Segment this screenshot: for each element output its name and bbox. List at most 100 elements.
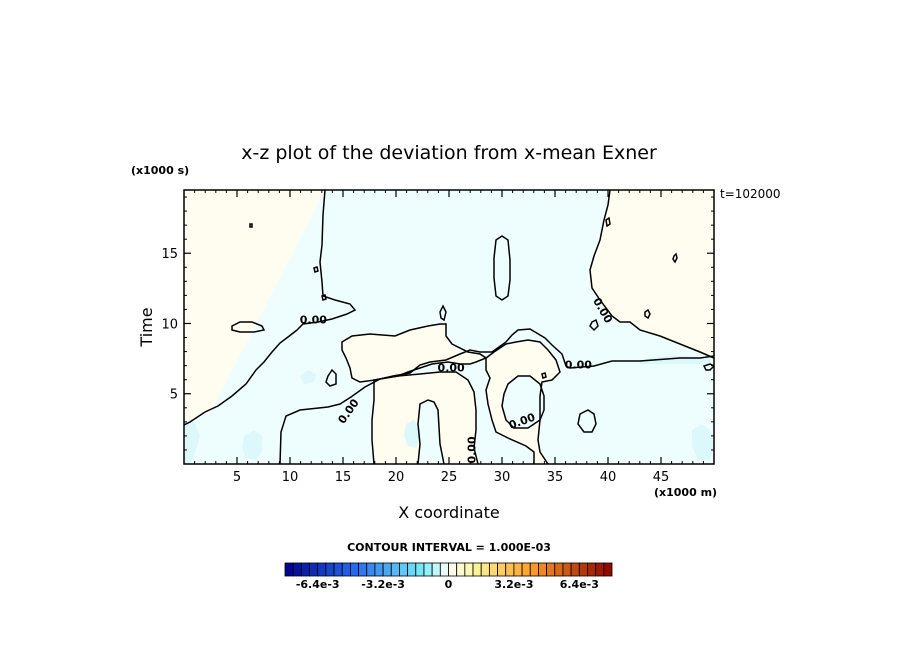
weak-negative-blob-3 — [404, 420, 420, 448]
x-axis: 5 10 15 20 25 30 35 40 45 — [194, 190, 704, 485]
negative-region-main — [184, 190, 714, 464]
colorbar-swatch — [390, 562, 400, 577]
contour-line — [605, 216, 611, 228]
x-tick-label: 20 — [388, 470, 405, 485]
x-tick-label: 45 — [653, 470, 670, 485]
chart-title: x-z plot of the deviation from x-mean Ex… — [241, 142, 657, 164]
contour-line — [501, 375, 545, 429]
x-axis-label: X coordinate — [398, 503, 499, 522]
x-tick-label: 10 — [282, 470, 299, 485]
contour-label: 0.00 — [438, 361, 465, 374]
colorbar-swatch — [570, 562, 580, 577]
colorbar-swatch — [415, 562, 425, 577]
colorbar-tick-label: -6.4e-3 — [296, 578, 340, 591]
contour-line — [249, 223, 253, 228]
colorbar-swatch — [562, 562, 572, 577]
colorbar-swatch — [513, 562, 523, 577]
time-label: t=102000 — [720, 187, 781, 201]
colorbar-swatch — [423, 562, 433, 577]
contour-line — [702, 363, 714, 371]
contour-line — [485, 339, 561, 464]
x-tick-label: 5 — [233, 470, 241, 485]
contour-line — [541, 372, 547, 379]
colorbar-swatch — [399, 562, 409, 577]
weak-negative-blob-2 — [300, 370, 316, 384]
contour-line — [644, 308, 651, 320]
negative-region-inner — [502, 376, 544, 428]
colorbar-swatch — [317, 562, 327, 577]
colorbar-swatch — [546, 562, 556, 577]
contour-label: 0.00 — [300, 313, 327, 326]
contour-line — [417, 399, 445, 464]
x-unit-label: (x1000 m) — [654, 486, 717, 499]
weak-negative-blob-1 — [242, 430, 262, 460]
contour-line — [493, 235, 511, 301]
contour-line — [321, 294, 327, 301]
colorbar-swatch — [292, 562, 302, 577]
colorbar-swatch — [456, 562, 466, 577]
zero-contours — [184, 190, 714, 464]
y-tick-label: 10 — [161, 317, 178, 332]
colorbar-swatch — [578, 562, 588, 577]
y-axis: 5 10 15 — [161, 196, 714, 451]
contour-line — [184, 190, 357, 426]
contour-label: 0.00 — [565, 358, 592, 371]
colorbar-swatch — [341, 562, 351, 577]
x-tick-label: 30 — [494, 470, 511, 485]
colorbar-tick-label: 6.4e-3 — [560, 578, 599, 591]
contour-line — [313, 266, 319, 273]
negative-region-top — [184, 190, 714, 464]
colorbar-swatch — [538, 562, 547, 577]
contour-label: 0.00 — [466, 436, 479, 463]
colorbar-swatch — [448, 562, 458, 577]
contour-line — [231, 321, 266, 333]
colorbar-swatch — [480, 562, 490, 577]
y-tick-label: 15 — [161, 247, 178, 262]
contour-line — [325, 368, 337, 387]
colorbar-swatch — [595, 562, 605, 577]
weak-negative-left — [184, 420, 200, 464]
colorbar-swatch — [497, 562, 507, 577]
x-tick-label: 15 — [335, 470, 352, 485]
x-tick-label: 40 — [600, 470, 617, 485]
colorbar-swatch — [554, 562, 564, 577]
weak-negative-blob-4 — [692, 424, 714, 460]
contour-interval-label: CONTOUR INTERVAL = 1.000E-03 — [347, 541, 551, 554]
colorbar-swatch — [325, 562, 335, 577]
colorbar-swatch — [309, 562, 319, 577]
colorbar-swatch — [374, 562, 384, 577]
colorbar-tick-label: -3.2e-3 — [361, 578, 405, 591]
colorbar-swatch — [366, 562, 376, 577]
colorbar-swatch — [464, 562, 474, 577]
colorbar-swatch — [439, 562, 449, 577]
contour-line — [341, 323, 488, 383]
positive-region-middle — [342, 324, 486, 382]
colorbar-swatch — [488, 562, 498, 577]
colorbar-swatch — [358, 562, 368, 577]
positive-region-lower — [372, 372, 478, 464]
y-axis-label: Time — [137, 307, 156, 347]
colorbar-swatch — [472, 562, 482, 577]
colorbar-labels: -6.4e-3 -3.2e-3 0 3.2e-3 6.4e-3 — [296, 578, 599, 591]
colorbar-swatch — [587, 562, 597, 577]
colorbar-swatch — [382, 562, 392, 577]
contour-line — [577, 409, 597, 433]
contour-line — [371, 371, 479, 464]
colorbar-swatch — [349, 562, 359, 577]
colorbar — [284, 562, 613, 577]
colorbar-swatch — [407, 562, 417, 577]
colorbar-swatch — [521, 562, 531, 577]
contour-line — [439, 304, 447, 322]
colorbar-swatch — [505, 562, 515, 577]
contour-line — [589, 190, 714, 359]
y-unit-label: (x1000 s) — [131, 164, 189, 177]
colorbar-swatch — [300, 562, 310, 577]
colorbar-swatch — [529, 562, 539, 577]
colorbar-swatch — [603, 562, 613, 577]
x-tick-label: 25 — [441, 470, 458, 485]
colorbar-tick-label: 3.2e-3 — [494, 578, 533, 591]
negative-region-island — [494, 236, 510, 300]
x-tick-label: 35 — [547, 470, 564, 485]
colorbar-swatch — [431, 562, 441, 577]
